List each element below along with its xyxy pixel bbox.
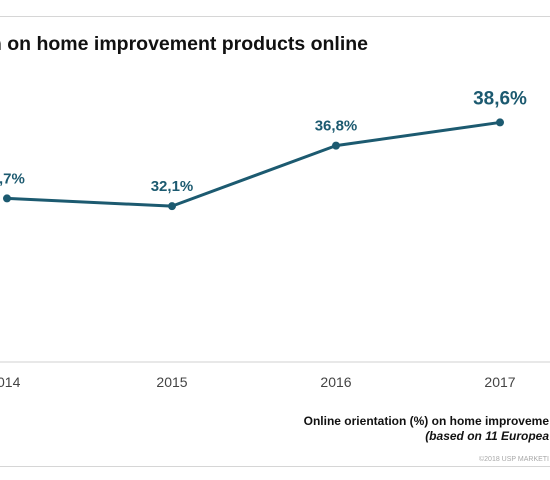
data-point-2017 [496, 118, 504, 127]
copyright-notice: ©2018 USP MARKETI [479, 456, 549, 463]
caption-line-1: Online orientation (%) on home improveme [303, 414, 549, 428]
bottom-divider [0, 466, 550, 467]
x-tick-labels: 014 2015 2016 2017 [0, 374, 516, 390]
data-label-2016: 36,8% [315, 118, 358, 135]
x-tick-2016: 2016 [320, 374, 351, 390]
chart-title: on on home improvement products online [0, 33, 550, 56]
series-group: ,7% 32,1% 36,8% 38,6% [0, 88, 527, 211]
series-line [6, 120, 501, 208]
line-chart: ,7% 32,1% 36,8% 38,6% 014 2015 2016 2017 [0, 88, 550, 390]
data-label-2014: ,7% [0, 170, 25, 187]
top-divider [0, 16, 550, 17]
data-label-2015: 32,1% [151, 178, 194, 195]
data-point-2014 [3, 194, 11, 203]
data-label-2017: 38,6% [473, 88, 527, 109]
x-tick-2014: 014 [0, 374, 21, 390]
chart-title-text: on on home improvement products online [0, 33, 369, 55]
data-point-2015 [168, 202, 176, 211]
x-tick-2017: 2017 [484, 374, 515, 390]
x-tick-2015: 2015 [156, 374, 187, 390]
data-point-2016 [332, 141, 340, 150]
chart-caption: Online orientation (%) on home improveme… [0, 414, 549, 444]
caption-line-2: (based on 11 Europea [425, 429, 549, 443]
